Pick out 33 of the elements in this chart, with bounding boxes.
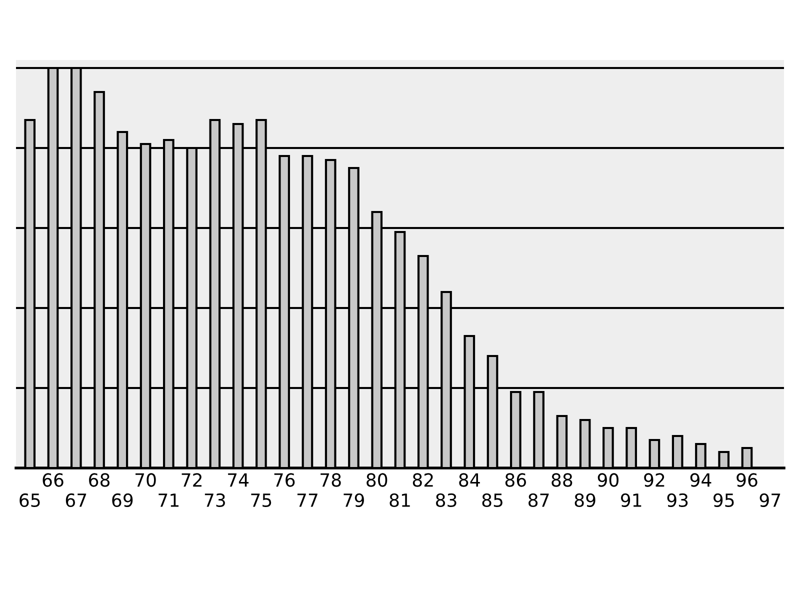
x-tick-label: 76 <box>274 473 295 487</box>
x-tick-label: 74 <box>228 473 249 487</box>
x-tick-label: 68 <box>89 473 110 487</box>
x-tick-label: 69 <box>112 493 133 508</box>
x-tick-label: 83 <box>436 493 456 508</box>
x-tick-label: 89 <box>574 493 596 508</box>
x-tick-label: 81 <box>390 493 410 508</box>
x-tick-label: 67 <box>66 493 86 508</box>
x-tick-label: 70 <box>136 473 156 487</box>
x-tick-label: 72 <box>182 473 202 487</box>
x-tick-label: 78 <box>320 473 341 487</box>
x-tick-label: 77 <box>297 494 318 507</box>
x-tick-label: 96 <box>736 473 758 487</box>
x-tick-label: 73 <box>204 493 225 508</box>
x-tick-label: 82 <box>412 473 433 487</box>
x-tick-label: 91 <box>620 493 642 508</box>
x-tick-label: 90 <box>598 473 618 487</box>
x-tick-label: 80 <box>366 473 388 487</box>
x-tick-label: 94 <box>690 473 712 487</box>
x-tick-label: 75 <box>251 494 272 508</box>
x-tick-label: 66 <box>42 473 64 487</box>
x-tick-label: 95 <box>714 493 734 508</box>
x-tick-label: 71 <box>158 494 178 507</box>
x-tick-label: 84 <box>459 473 480 487</box>
x-tick-label: 65 <box>20 493 40 508</box>
x-tick-label: 88 <box>552 473 572 487</box>
x-tick-label: 97 <box>760 493 780 508</box>
x-tick-label: 85 <box>482 493 502 508</box>
x-tick-label: 93 <box>667 493 688 508</box>
x-tick-label: 92 <box>644 473 664 487</box>
x-tick-label: 86 <box>505 473 526 487</box>
x-tick-label: 87 <box>528 493 549 508</box>
x-tick-label: 79 <box>344 493 364 508</box>
